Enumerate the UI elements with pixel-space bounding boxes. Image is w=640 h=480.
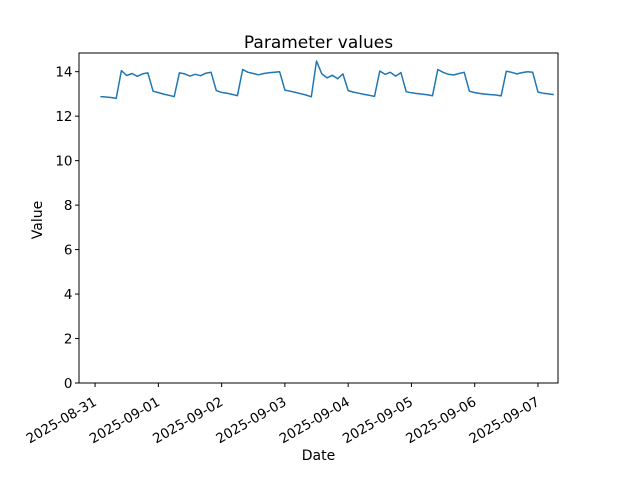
chart-title: Parameter values (243, 33, 394, 53)
plot-area (78, 52, 559, 384)
y-tick-label: 8 (64, 198, 73, 214)
x-tick-label: 2025-09-03 (213, 394, 289, 447)
x-tick-label: 2025-09-05 (340, 394, 416, 447)
y-tick-label: 4 (64, 287, 73, 303)
y-tick-label: 10 (55, 153, 72, 169)
y-tick-label: 0 (64, 376, 73, 392)
y-tick-label: 12 (55, 109, 72, 125)
y-tick-label: 6 (64, 242, 73, 258)
x-tick-label: 2025-09-07 (467, 394, 543, 447)
x-axis-label: Date (301, 448, 336, 464)
y-tick-label: 14 (55, 64, 72, 80)
y-tick-label: 2 (64, 331, 73, 347)
x-tick-label: 2025-09-06 (403, 394, 479, 447)
x-tick-label: 2025-09-02 (150, 394, 226, 447)
x-tick-label: 2025-09-04 (277, 394, 353, 447)
x-tick-label: 2025-08-31 (24, 394, 100, 447)
x-tick-label: 2025-09-01 (87, 394, 163, 447)
data-line (100, 60, 554, 100)
